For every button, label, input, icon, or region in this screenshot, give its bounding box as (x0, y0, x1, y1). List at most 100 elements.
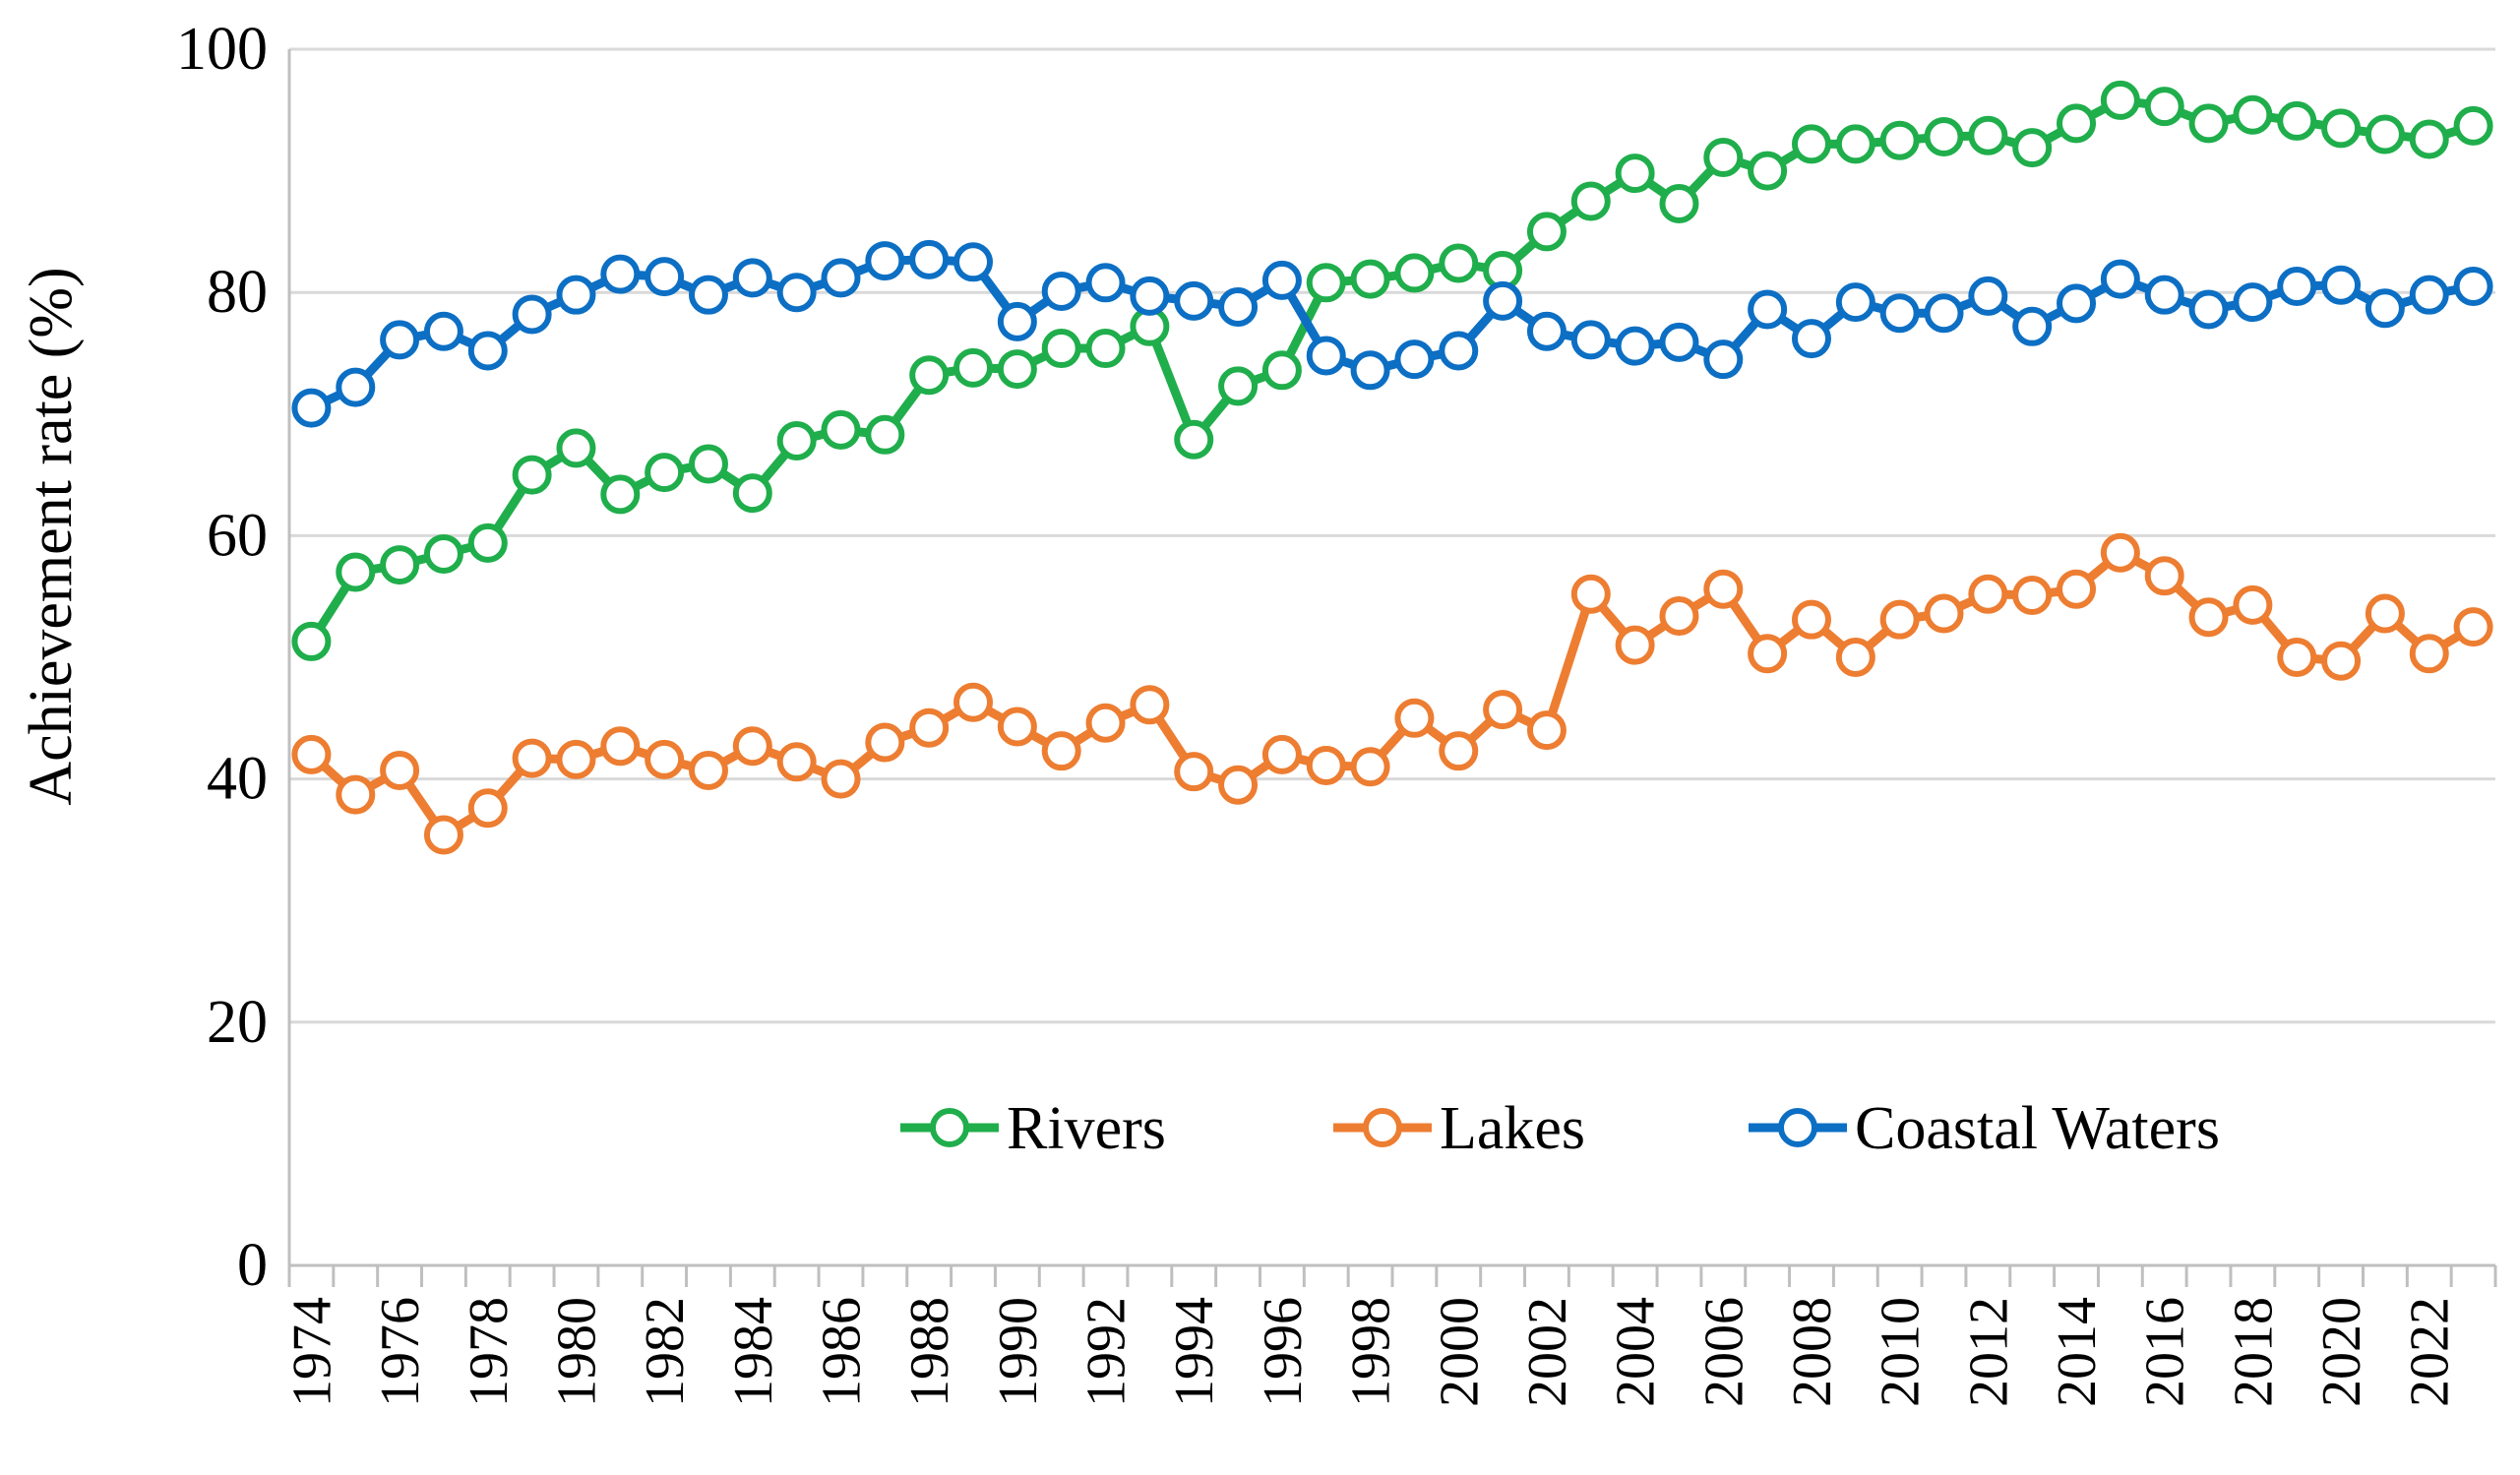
data-point-lakes (556, 739, 596, 779)
data-point-lakes (1570, 574, 1611, 614)
data-point-rivers (1791, 124, 1831, 164)
data-point-rivers (2277, 100, 2317, 141)
legend-swatch-marker (930, 1108, 969, 1147)
x-tick-label: 1990 (988, 1297, 1049, 1407)
x-tick-label: 1974 (281, 1297, 342, 1407)
data-point-rivers (776, 420, 817, 461)
data-point-coastal-waters (1703, 339, 1744, 380)
data-point-coastal-waters (336, 367, 376, 407)
data-point-rivers (1041, 329, 1081, 369)
data-point-coastal-waters (1306, 336, 1346, 376)
data-point-coastal-waters (953, 242, 994, 282)
data-point-coastal-waters (1439, 331, 1479, 371)
data-point-coastal-waters (2409, 275, 2449, 315)
x-tick-label: 1982 (635, 1297, 696, 1407)
legend-item-coastal-waters: Coastal Waters (1749, 1095, 2220, 1162)
data-point-coastal-waters (2277, 267, 2317, 307)
data-point-lakes (1261, 734, 1302, 774)
gridlines (289, 47, 2495, 1024)
data-point-coastal-waters (2321, 265, 2362, 305)
data-point-rivers (1703, 138, 1744, 178)
data-point-lakes (380, 750, 420, 790)
data-point-rivers (688, 444, 728, 484)
series-coastal-waters (291, 239, 2493, 428)
data-point-lakes (953, 682, 994, 722)
data-point-rivers (821, 409, 861, 450)
data-point-lakes (821, 759, 861, 799)
data-point-rivers (865, 414, 905, 455)
data-point-lakes (1703, 569, 1744, 609)
data-point-lakes (1483, 690, 1523, 730)
data-point-coastal-waters (821, 258, 861, 298)
data-point-coastal-waters (1174, 280, 1214, 321)
data-point-rivers (732, 473, 772, 514)
data-point-lakes (909, 707, 950, 748)
data-point-rivers (997, 349, 1037, 390)
data-point-rivers (909, 355, 950, 396)
axes: 0 20 40 60 80 100 1974 1976 1978 1980 1982 1984 1986… (176, 16, 2497, 1407)
data-point-lakes (1791, 599, 1831, 640)
data-point-rivers (1835, 124, 1875, 164)
data-point-rivers (1879, 120, 1920, 160)
data-point-rivers (291, 621, 332, 661)
data-point-lakes (1306, 746, 1346, 786)
x-tick-label: 1978 (459, 1297, 520, 1407)
data-point-rivers (2233, 94, 2273, 135)
data-point-lakes (865, 722, 905, 763)
data-point-lakes (1748, 634, 1788, 674)
data-point-coastal-waters (1615, 326, 1655, 366)
data-point-rivers (2144, 87, 2184, 127)
legend-swatch-marker (1778, 1108, 1817, 1147)
x-tick-label: 2006 (1693, 1297, 1754, 1407)
data-point-rivers (2321, 108, 2362, 149)
y-tick-label: 60 (207, 502, 268, 569)
data-point-lakes (1218, 765, 1259, 805)
data-point-lakes (2277, 638, 2317, 677)
data-point-rivers (2012, 128, 2053, 168)
data-point-lakes (732, 726, 772, 767)
data-point-coastal-waters (291, 388, 332, 428)
y-tick-label: 20 (207, 989, 268, 1056)
data-point-coastal-waters (1526, 311, 1567, 351)
data-point-rivers (1085, 329, 1126, 369)
data-point-rivers (1968, 115, 2008, 155)
data-point-rivers (1659, 183, 1699, 223)
data-point-coastal-waters (909, 239, 950, 279)
legend-label: Coastal Waters (1855, 1095, 2220, 1162)
data-point-rivers (1261, 350, 1302, 391)
data-point-coastal-waters (2057, 283, 2097, 324)
data-point-lakes (336, 774, 376, 815)
x-tick-label: 2004 (1606, 1297, 1667, 1407)
data-point-coastal-waters (423, 311, 463, 351)
data-point-lakes (1879, 599, 1920, 640)
data-point-lakes (2144, 556, 2184, 596)
data-point-coastal-waters (1394, 339, 1435, 380)
data-point-coastal-waters (2365, 288, 2405, 329)
data-point-coastal-waters (1041, 271, 1081, 311)
data-point-lakes (1615, 625, 1655, 665)
x-tick-label: 2022 (2400, 1297, 2461, 1407)
data-point-rivers (1615, 154, 1655, 194)
data-point-coastal-waters (776, 273, 817, 313)
x-tick-label: 2020 (2311, 1297, 2372, 1407)
x-tick-label: 1980 (546, 1297, 607, 1407)
series-line-rivers (307, 95, 2475, 645)
x-tick-label: 2008 (1782, 1297, 1843, 1407)
y-tick-label: 0 (237, 1232, 268, 1299)
y-tick-label: 40 (207, 746, 268, 813)
data-point-coastal-waters (380, 320, 420, 360)
data-point-rivers (336, 552, 376, 592)
data-point-coastal-waters (1835, 282, 1875, 323)
x-tick-label: 2018 (2223, 1297, 2284, 1407)
data-point-coastal-waters (1659, 322, 1699, 362)
data-point-rivers (1924, 116, 1964, 156)
data-point-coastal-waters (512, 294, 552, 335)
series-lakes (291, 532, 2493, 855)
data-point-coastal-waters (1879, 293, 1920, 334)
data-point-lakes (2233, 584, 2273, 625)
data-point-lakes (2409, 634, 2449, 674)
data-point-coastal-waters (997, 301, 1037, 341)
data-point-coastal-waters (732, 258, 772, 298)
